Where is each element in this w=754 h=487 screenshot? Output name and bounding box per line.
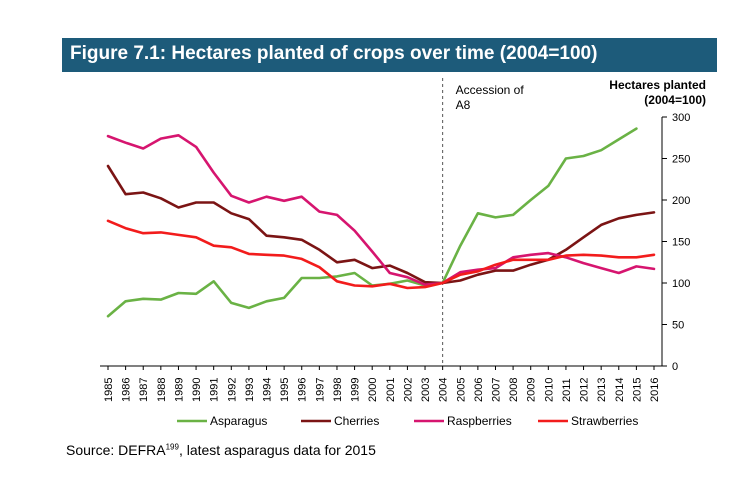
y-axis-label-line1: Hectares planted [609, 78, 706, 92]
figure-title-bar: Figure 7.1: Hectares planted of crops ov… [62, 38, 717, 72]
source-footnote-number: 199 [165, 442, 179, 452]
y-tick-label: 100 [672, 278, 690, 290]
x-tick-label: 1996 [297, 378, 309, 402]
x-tick-label: 2010 [543, 378, 555, 402]
y-axis-label-line2: (2004=100) [644, 93, 706, 107]
y-tick-label: 200 [672, 195, 690, 207]
legend-label-strawberries: Strawberries [571, 414, 638, 428]
source-prefix: Source: DEFRA [66, 442, 166, 458]
x-tick-label: 2000 [367, 378, 379, 402]
x-tick-label: 2013 [596, 378, 608, 402]
x-tick-label: 1999 [350, 378, 362, 402]
x-tick-label: 1997 [314, 378, 326, 402]
x-tick-label: 2012 [579, 378, 591, 402]
x-tick-label: 1995 [279, 378, 291, 402]
x-tick-label: 1991 [209, 378, 221, 402]
x-tick-label: 1994 [262, 378, 274, 402]
annotation-line1: Accession of [456, 83, 525, 97]
x-tick-label: 2001 [385, 378, 397, 402]
x-tick-label: 2002 [402, 378, 414, 402]
x-tick-label: 2009 [526, 378, 538, 402]
source-suffix: , latest asparagus data for 2015 [178, 442, 376, 458]
x-tick-label: 1992 [226, 378, 238, 402]
x-tick-label: 1987 [138, 378, 150, 402]
x-tick-label: 1990 [191, 378, 203, 402]
annotation-line2: A8 [456, 98, 471, 112]
legend-label-raspberries: Raspberries [447, 414, 512, 428]
y-tick-label: 50 [672, 320, 684, 332]
x-tick-label: 2015 [631, 378, 643, 402]
figure-title: Figure 7.1: Hectares planted of crops ov… [70, 43, 598, 64]
y-tick-label: 250 [672, 154, 690, 166]
series-line-strawberries [106, 219, 656, 290]
legend-label-cherries: Cherries [334, 414, 379, 428]
series-line-asparagus [106, 127, 638, 318]
x-tick-label: 2011 [561, 378, 573, 402]
x-tick-label: 2014 [614, 378, 626, 402]
y-tick-label: 300 [672, 112, 690, 124]
x-tick-label: 1988 [156, 378, 168, 402]
x-tick-label: 2005 [455, 378, 467, 402]
x-tick-label: 1998 [332, 378, 344, 402]
y-tick-label: 0 [672, 361, 678, 373]
x-tick-label: 1986 [121, 378, 133, 402]
source-note: Source: DEFRA199, latest asparagus data … [66, 442, 376, 458]
x-tick-label: 2004 [438, 378, 450, 402]
x-tick-label: 2007 [490, 378, 502, 402]
x-tick-label: 1985 [103, 378, 115, 402]
x-tick-label: 2008 [508, 378, 520, 402]
x-tick-label: 2016 [649, 378, 661, 402]
series-line-cherries [106, 164, 656, 285]
x-tick-label: 1993 [244, 378, 256, 402]
x-tick-label: 2003 [420, 378, 432, 402]
x-tick-label: 2006 [473, 378, 485, 402]
y-tick-label: 150 [672, 237, 690, 249]
legend-label-asparagus: Asparagus [210, 414, 267, 428]
x-tick-label: 1989 [173, 378, 185, 402]
